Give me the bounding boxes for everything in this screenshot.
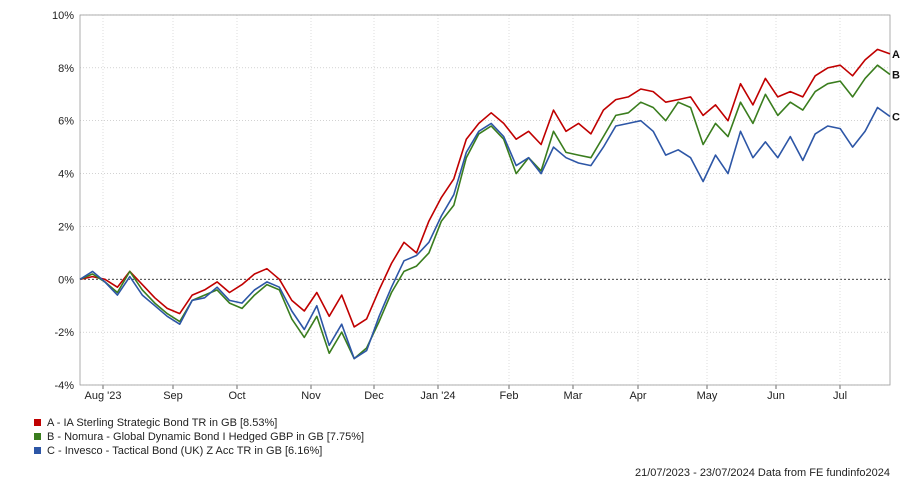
y-tick-label: -4% (54, 380, 74, 392)
series-line-c (79, 106, 891, 360)
x-tick-label: Jul (833, 390, 847, 402)
x-tick-label: May (697, 390, 718, 402)
legend: A - IA Sterling Strategic Bond TR in GB … (34, 416, 364, 458)
series-layer (79, 48, 891, 360)
y-tick-label: 10% (52, 10, 74, 22)
series-end-labels: AB C (892, 49, 900, 124)
plot-frame (79, 14, 891, 386)
legend-item-c: C - Invesco - Tactical Bond (UK) Z Acc T… (34, 444, 364, 457)
x-tick-label: Aug '23 (85, 390, 122, 402)
axis-layer: 10% 8% 6% 4% 2% 0% -2% -4% Aug '23 Sep Oct Nov Dec Ja… (52, 10, 891, 402)
series-end-label-c: C (892, 111, 900, 123)
legend-label-c: C - Invesco - Tactical Bond (UK) Z Acc T… (47, 444, 323, 457)
legend-label-b: B - Nomura - Global Dynamic Bond I Hedge… (47, 430, 365, 443)
legend-item-a: A - IA Sterling Strategic Bond TR in GB … (34, 416, 364, 429)
x-tick-label: Feb (500, 390, 519, 402)
series-end-label-a: A (892, 49, 900, 61)
legend-swatch-a (34, 419, 41, 426)
y-tick-label: 4% (58, 169, 74, 181)
x-tick-label: Apr (629, 390, 646, 402)
legend-swatch-c (34, 447, 41, 454)
series-line-b (79, 64, 891, 360)
x-tick-label: Nov (301, 390, 321, 402)
x-tick-label: Jan '24 (420, 390, 455, 402)
grid-layer (80, 14, 890, 386)
y-tick-label: 8% (58, 63, 74, 75)
x-tick-label: Mar (564, 390, 583, 402)
data-source-footer: 21/07/2023 - 23/07/2024 Data from FE fun… (634, 467, 890, 479)
y-tick-label: 2% (58, 221, 74, 233)
y-tick-label: 0% (58, 274, 74, 286)
y-tick-label: 6% (58, 116, 74, 128)
legend-swatch-b (34, 433, 41, 440)
x-tick-label: Dec (364, 390, 384, 402)
y-tick-label: -2% (54, 327, 74, 339)
x-tick-label: Oct (228, 390, 245, 402)
x-tick-label: Sep (163, 390, 183, 402)
series-line-a (79, 48, 891, 328)
legend-label-a: A - IA Sterling Strategic Bond TR in GB … (47, 416, 278, 429)
x-tick-label: Jun (767, 390, 785, 402)
legend-item-b: B - Nomura - Global Dynamic Bond I Hedge… (34, 430, 364, 443)
series-end-label-b: B (892, 69, 900, 81)
